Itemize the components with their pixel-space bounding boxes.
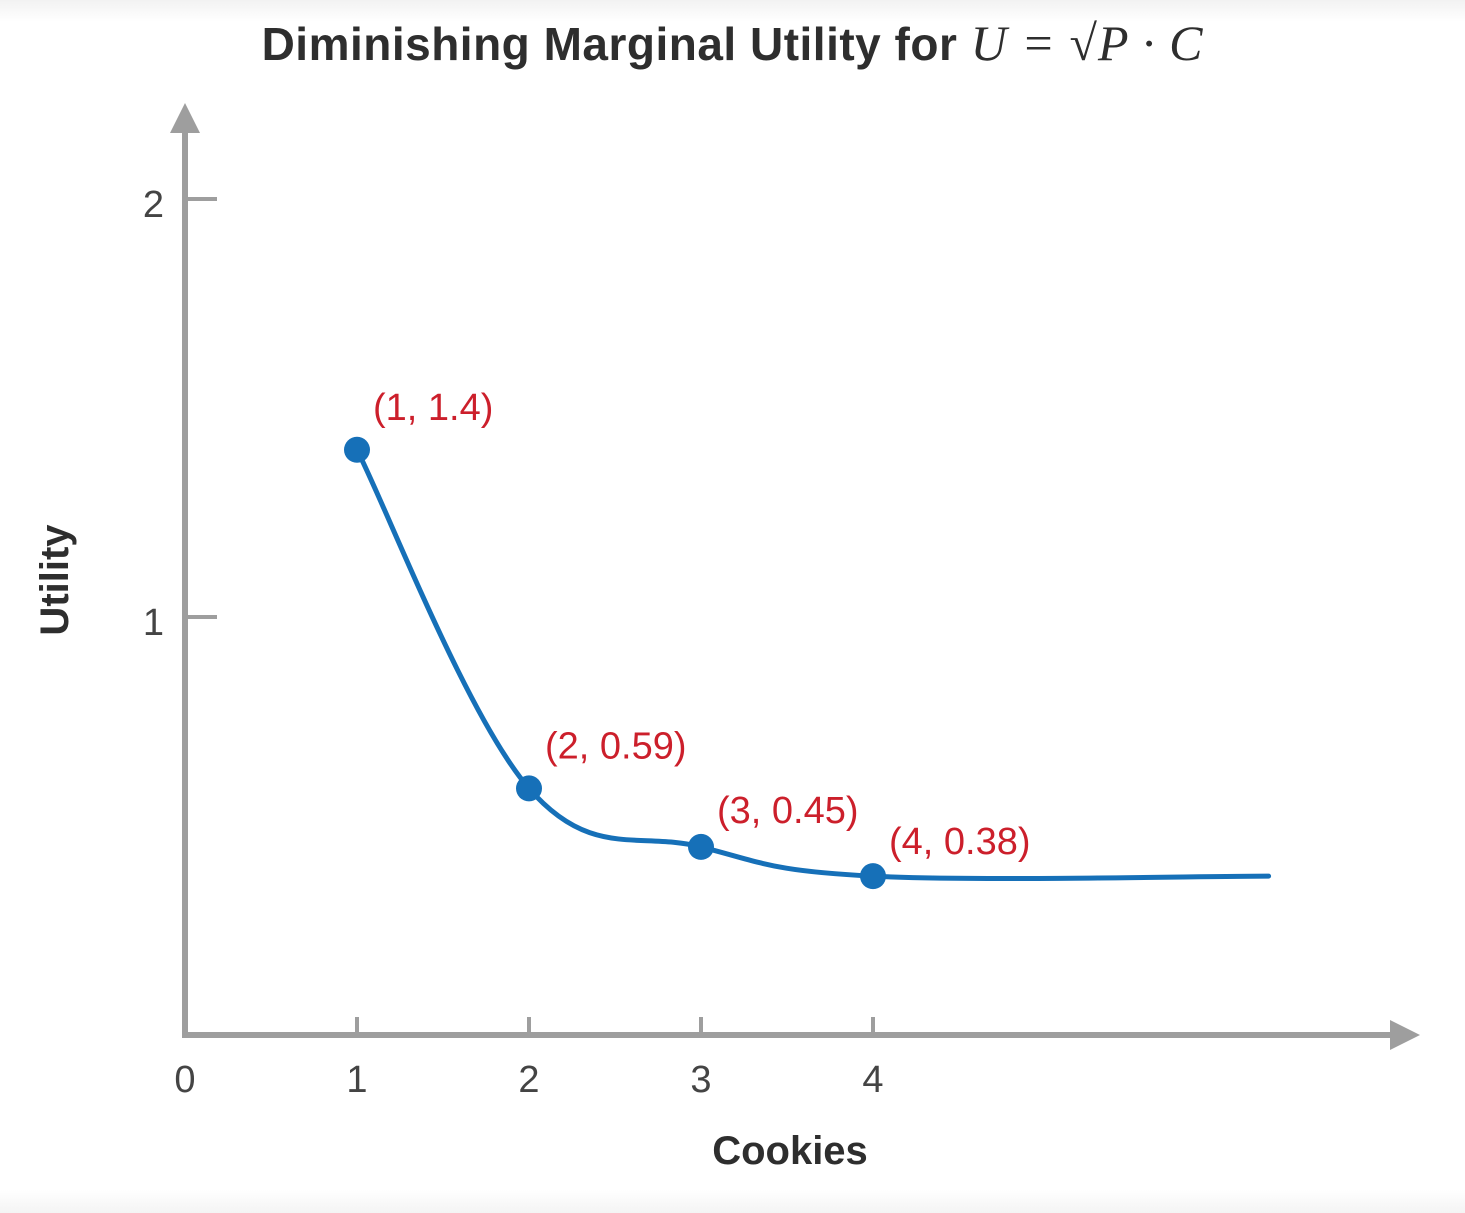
y-tick-label: 1 (143, 602, 164, 644)
data-point-label: (1, 1.4) (373, 387, 493, 429)
x-axis-label: Cookies (712, 1129, 868, 1173)
data-point (688, 833, 714, 860)
x-tick-label: 3 (690, 1059, 711, 1101)
y-axis-label: Utility (33, 524, 77, 636)
x-tick-label: 1 (346, 1059, 367, 1101)
y-tick-label: 2 (143, 184, 164, 226)
y-axis-arrow (170, 103, 200, 133)
data-point-label: (2, 0.59) (545, 725, 687, 767)
points-layer: (1, 1.4) (2, 0.59) (3, 0.45) (4, 0.38) (344, 387, 1031, 890)
ticks: 0 1 2 3 4 1 2 (143, 184, 884, 1101)
x-tick-label: 4 (862, 1059, 883, 1101)
data-point (516, 775, 542, 802)
data-point-label: (4, 0.38) (889, 821, 1031, 863)
data-point-label: (3, 0.45) (717, 790, 859, 832)
chart-title-text: Diminishing Marginal Utility for (261, 18, 958, 70)
chart-title: Diminishing Marginal Utility for U = √P … (0, 14, 1465, 72)
chart-title-formula: U = √P · C (970, 15, 1204, 71)
data-point (860, 863, 886, 890)
x-axis-arrow (1390, 1020, 1420, 1050)
x-tick-label: 2 (518, 1059, 539, 1101)
x-tick-label: 0 (174, 1059, 195, 1101)
data-point (344, 436, 370, 463)
axes (170, 103, 1420, 1050)
